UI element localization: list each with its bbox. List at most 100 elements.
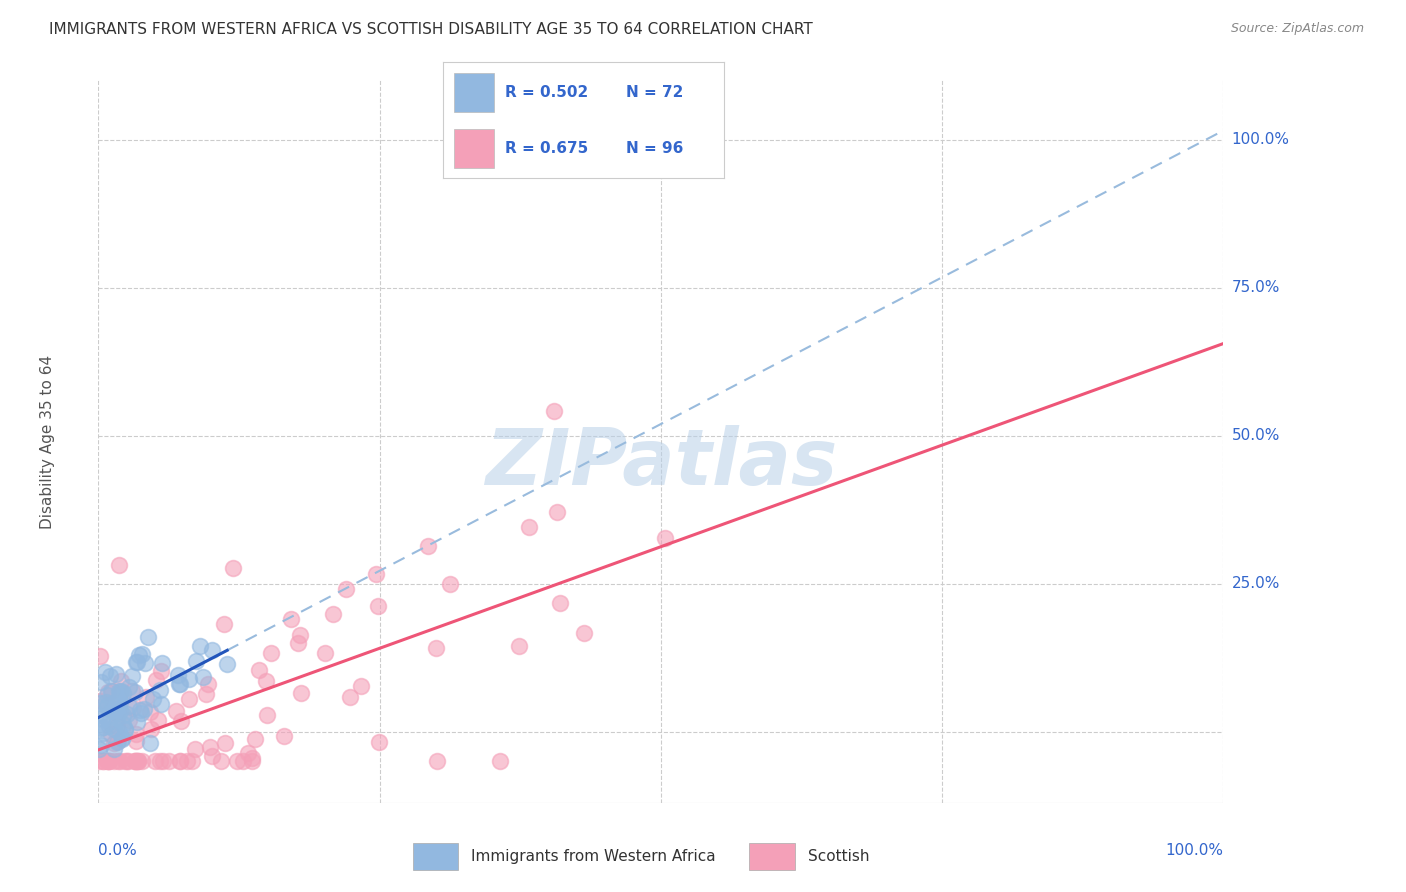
Point <box>188 639 211 653</box>
Text: 50.0%: 50.0% <box>1232 428 1279 443</box>
Point <box>200 739 222 754</box>
Point <box>90 721 112 735</box>
Point <box>135 690 157 705</box>
Point <box>125 655 148 669</box>
Point <box>107 734 129 748</box>
Point <box>517 519 540 533</box>
Point <box>127 755 149 769</box>
Text: 100.0%: 100.0% <box>1166 843 1223 857</box>
Point <box>89 696 111 710</box>
Point <box>290 686 312 700</box>
Point <box>94 665 117 680</box>
Point <box>183 741 205 756</box>
Point <box>127 755 149 769</box>
Point <box>169 677 191 691</box>
Point <box>103 723 125 737</box>
Point <box>508 639 530 653</box>
Point <box>112 707 135 722</box>
Point <box>169 677 191 691</box>
Text: Immigrants from Western Africa: Immigrants from Western Africa <box>471 849 716 863</box>
Point <box>139 706 162 720</box>
Point <box>176 755 198 769</box>
Point <box>149 755 172 769</box>
Point <box>125 727 148 741</box>
Point <box>247 663 270 677</box>
Point <box>193 670 215 684</box>
Point <box>179 692 201 706</box>
Point <box>240 755 263 769</box>
Point <box>90 739 112 753</box>
Point <box>546 505 568 519</box>
Point <box>118 714 141 728</box>
Point <box>131 648 153 662</box>
Point <box>105 667 128 681</box>
Point <box>105 696 128 710</box>
Point <box>114 723 136 737</box>
Point <box>110 673 132 688</box>
Point <box>125 734 148 748</box>
Text: Scottish: Scottish <box>807 849 869 863</box>
Point <box>201 748 224 763</box>
Point <box>105 711 128 725</box>
Point <box>118 681 141 695</box>
Point <box>367 599 389 613</box>
Text: ZIPatlas: ZIPatlas <box>485 425 837 501</box>
Point <box>169 755 191 769</box>
Point <box>90 711 112 725</box>
Text: R = 0.502: R = 0.502 <box>505 85 588 100</box>
Text: R = 0.675: R = 0.675 <box>505 141 588 156</box>
Point <box>572 626 595 640</box>
Point <box>150 664 173 678</box>
Point <box>105 735 128 749</box>
Point <box>96 698 118 712</box>
Point <box>243 732 266 747</box>
Point <box>96 685 118 699</box>
Point <box>103 742 125 756</box>
Point <box>125 655 148 669</box>
Point <box>177 672 200 686</box>
Point <box>103 705 125 719</box>
Point <box>132 701 155 715</box>
Point <box>426 755 449 769</box>
Point <box>118 699 141 714</box>
Point <box>339 690 361 705</box>
Point <box>226 755 249 769</box>
Point <box>150 656 173 670</box>
Point <box>87 707 110 722</box>
Point <box>127 714 149 729</box>
Point <box>214 736 236 750</box>
Point <box>425 641 447 656</box>
Point <box>212 616 235 631</box>
Text: 25.0%: 25.0% <box>1232 576 1279 591</box>
Point <box>543 404 565 418</box>
Point <box>96 700 118 714</box>
Point <box>439 577 461 591</box>
Point <box>89 742 111 756</box>
Point <box>145 673 167 687</box>
Point <box>322 607 344 621</box>
Point <box>103 736 125 750</box>
Point <box>98 715 121 730</box>
Bar <box>749 843 794 870</box>
Point <box>103 755 125 769</box>
Text: Source: ZipAtlas.com: Source: ZipAtlas.com <box>1230 22 1364 36</box>
Point <box>232 755 254 769</box>
Point <box>121 683 143 698</box>
Point <box>129 703 152 717</box>
Text: 100.0%: 100.0% <box>1232 132 1289 147</box>
Point <box>124 755 146 769</box>
Point <box>314 646 336 660</box>
Point <box>142 692 165 706</box>
Point <box>366 566 388 581</box>
Point <box>108 695 131 709</box>
Point <box>335 582 357 596</box>
Point <box>124 755 146 769</box>
Point <box>112 686 135 700</box>
Point <box>209 755 232 769</box>
Point <box>134 656 156 670</box>
Point <box>236 747 259 761</box>
Point <box>169 755 191 769</box>
Point <box>124 684 146 698</box>
Point <box>89 693 111 707</box>
Point <box>149 683 172 698</box>
